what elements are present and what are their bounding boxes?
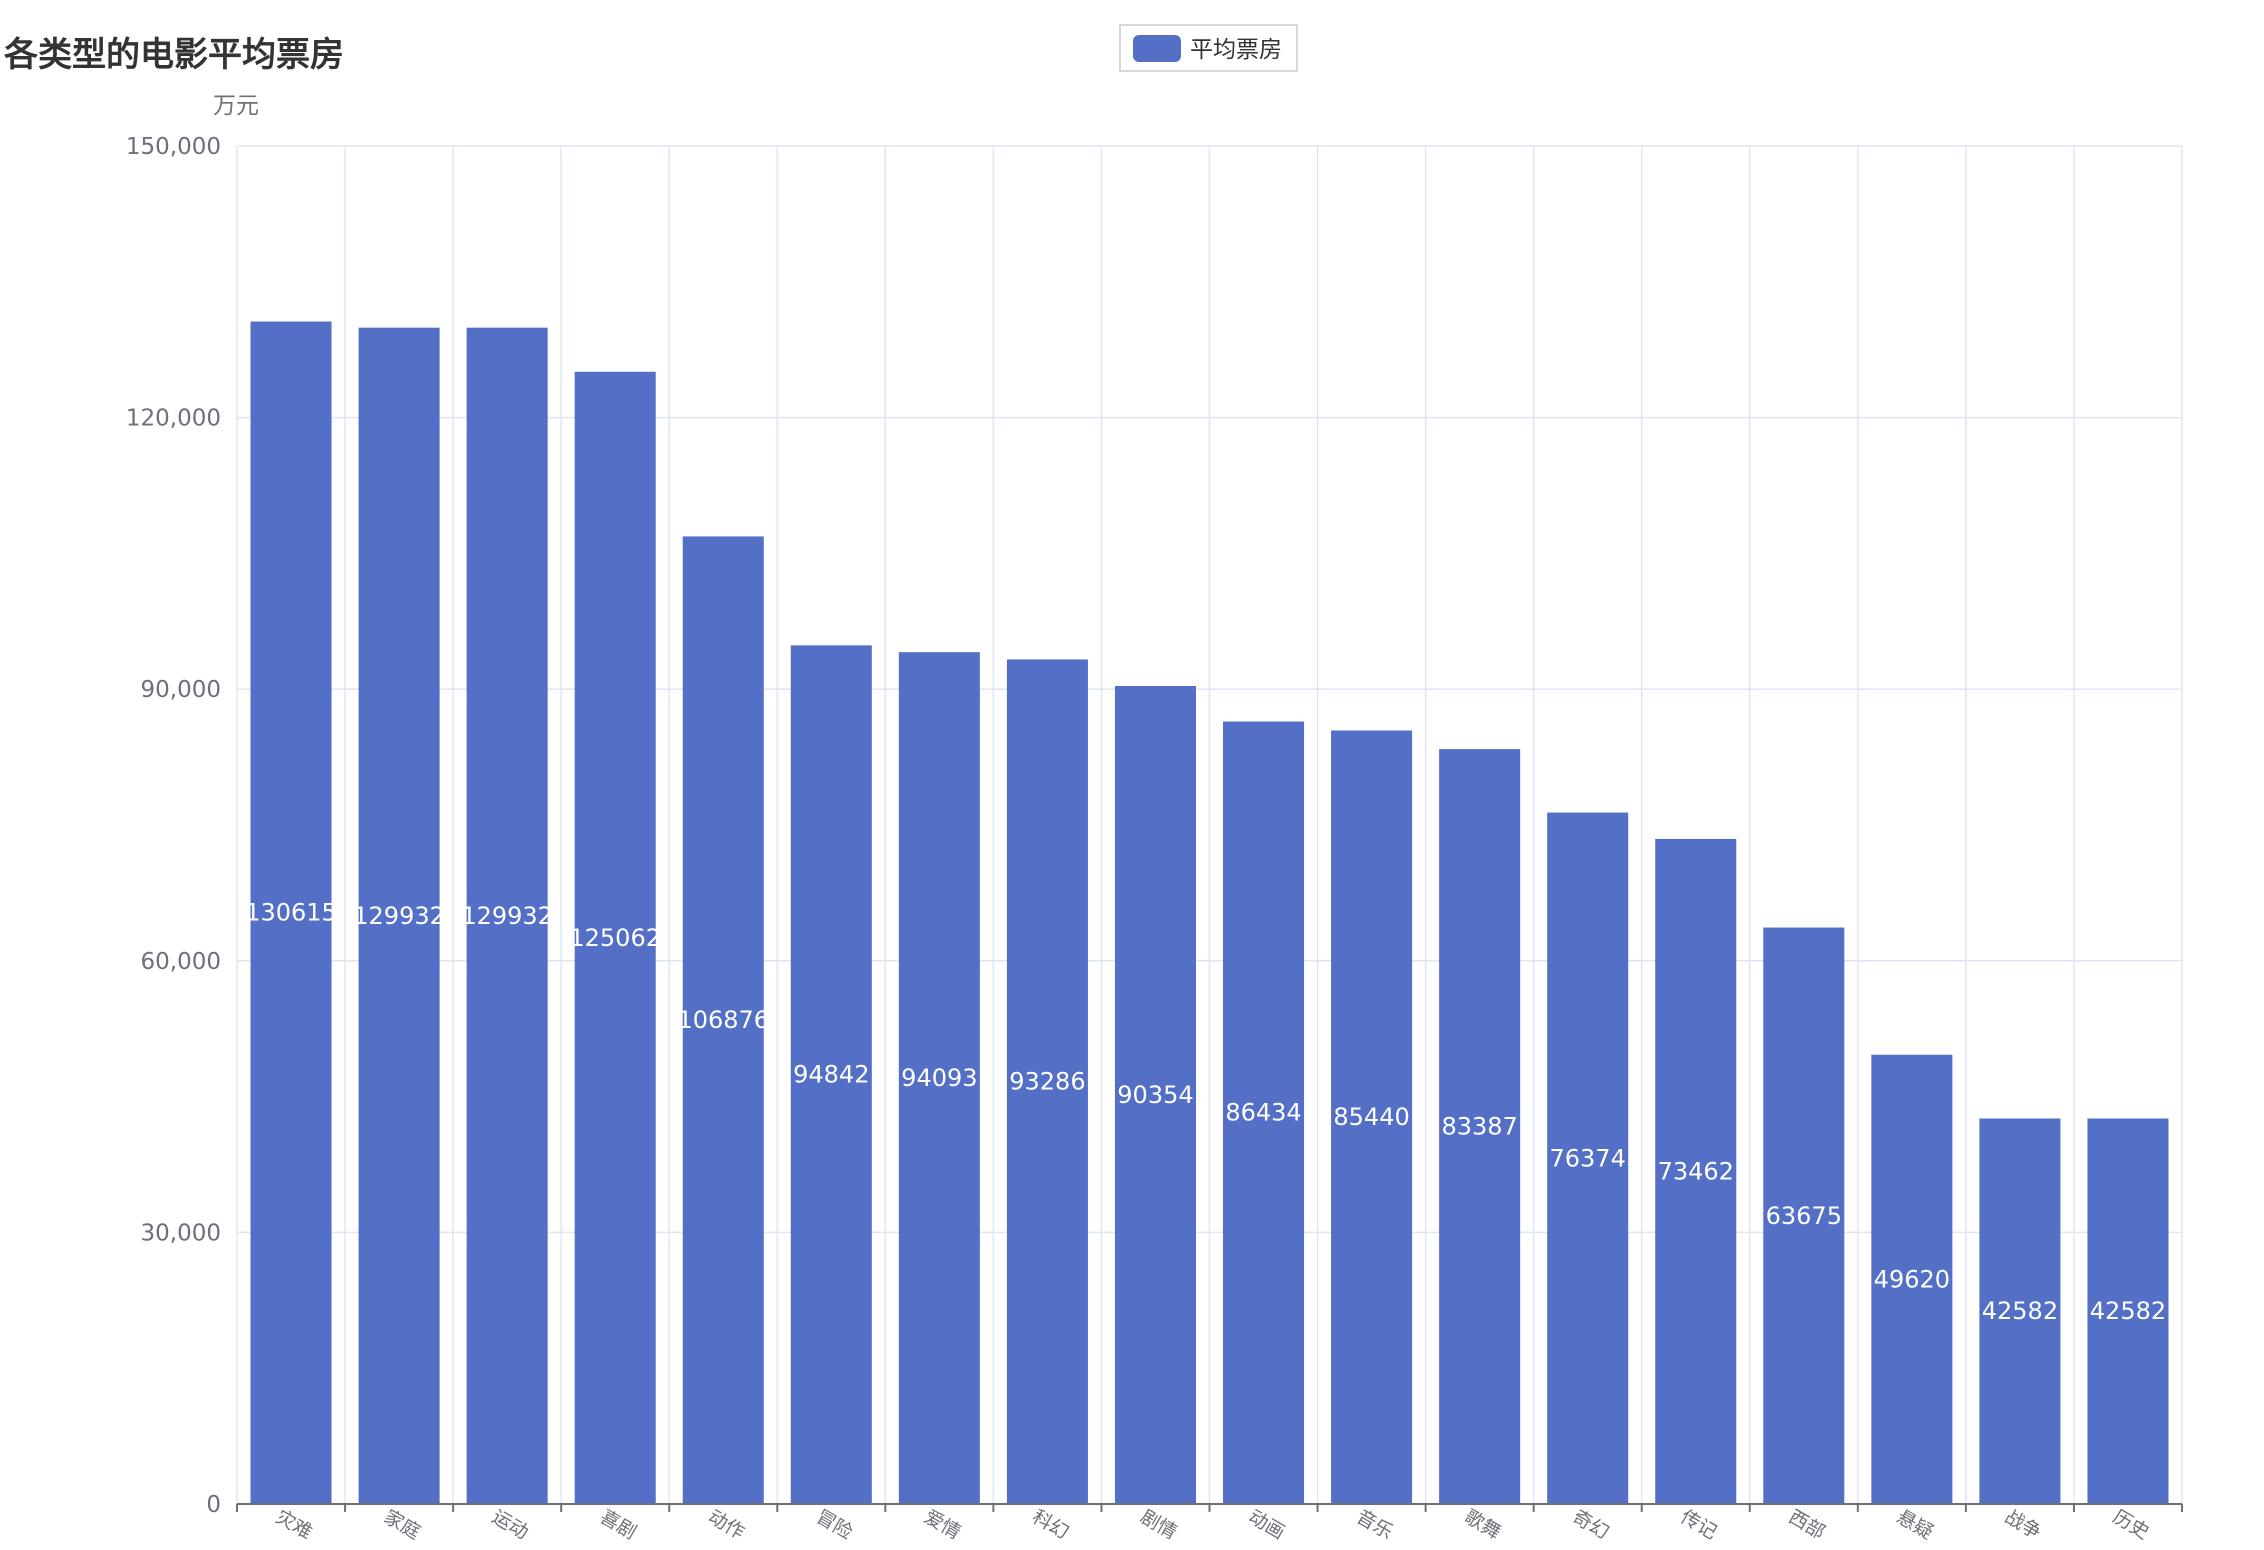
data-label: 94842 [793,1061,869,1089]
x-tick-label: 科幻 [1028,1506,1072,1544]
data-label: 130615 [245,899,337,927]
y-tick-label: 150,000 [126,134,221,160]
bar[interactable] [1006,659,1088,1504]
bar[interactable] [1439,749,1521,1504]
bars [250,321,2169,1505]
data-label: 93286 [1009,1068,1085,1096]
data-label: 129932 [461,902,553,930]
data-label: 42582 [2090,1297,2166,1325]
bar[interactable] [1223,721,1305,1504]
x-axis [236,1503,2183,1512]
x-tick-label: 剧情 [1137,1506,1181,1544]
data-label: 49620 [1874,1265,1950,1293]
data-label: 63675 [1766,1202,1842,1230]
y-tick-label: 90,000 [141,677,221,703]
data-label: 106876 [677,1006,769,1034]
legend-label: 平均票房 [1190,37,1282,63]
bar[interactable] [682,536,764,1504]
x-tick-label: 西部 [1785,1506,1829,1544]
legend[interactable]: 平均票房 [1119,24,1298,72]
bar[interactable] [358,327,440,1505]
grid-lines [236,145,2183,1504]
x-tick-label: 音乐 [1353,1506,1397,1544]
x-tick-label: 爱情 [920,1506,964,1544]
x-tick-label: 战争 [2001,1506,2045,1544]
x-tick-label: 运动 [488,1506,532,1544]
x-tick-label: 奇幻 [1569,1506,1613,1544]
data-label: 83387 [1441,1113,1517,1141]
data-label: 86434 [1225,1099,1301,1127]
y-axis-ticks: 0 30,000 60,000 90,000 120,000 150,000 [126,134,221,1518]
bar[interactable] [1547,812,1629,1504]
x-tick-label: 历史 [2109,1506,2153,1544]
x-tick-label: 灾难 [272,1506,316,1544]
x-tick-label: 喜剧 [596,1506,640,1544]
data-labels: 130615 129932 129932 125062 106876 94842 94093… [245,899,2166,1325]
x-tick-label: 家庭 [380,1506,424,1544]
bar[interactable] [1114,685,1196,1504]
bar[interactable] [2087,1118,2169,1504]
bar[interactable] [1331,730,1413,1504]
y-tick-label: 120,000 [126,406,221,432]
data-label: 125062 [569,924,661,952]
y-axis-unit-label: 万元 [213,93,259,119]
data-label: 129932 [353,902,445,930]
bar[interactable] [1655,838,1737,1504]
bar[interactable] [466,327,548,1505]
y-tick-label: 0 [206,1492,221,1518]
x-tick-label: 悬疑 [1893,1506,1937,1544]
bar[interactable] [250,321,332,1504]
bar[interactable] [574,371,656,1505]
bar[interactable] [898,652,980,1504]
data-label: 73462 [1658,1157,1734,1185]
chart-title: 各类型的电影平均票房 [4,35,344,75]
x-tick-label: 动画 [1245,1506,1289,1544]
data-label: 90354 [1117,1081,1193,1109]
x-tick-label: 冒险 [812,1506,856,1544]
data-label: 76374 [1550,1144,1626,1172]
legend-swatch [1133,35,1181,62]
data-label: 42582 [1982,1297,2058,1325]
x-tick-label: 传记 [1677,1506,1721,1544]
y-tick-label: 60,000 [141,949,221,975]
bar[interactable] [1979,1118,2061,1504]
bar[interactable] [1763,927,1845,1504]
x-tick-label: 动作 [704,1506,748,1544]
y-tick-label: 30,000 [141,1220,221,1246]
data-label: 94093 [901,1064,977,1092]
bar[interactable] [1871,1054,1953,1504]
x-tick-label: 歌舞 [1461,1506,1505,1544]
bar[interactable] [790,645,872,1504]
data-label: 85440 [1333,1103,1409,1131]
x-axis-ticks: 灾难 家庭 运动 喜剧 动作 冒险 爱情 科幻 剧情 动画 音乐 歌舞 奇幻 传记 西部 悬疑 战争 历史 [272,1506,2153,1544]
